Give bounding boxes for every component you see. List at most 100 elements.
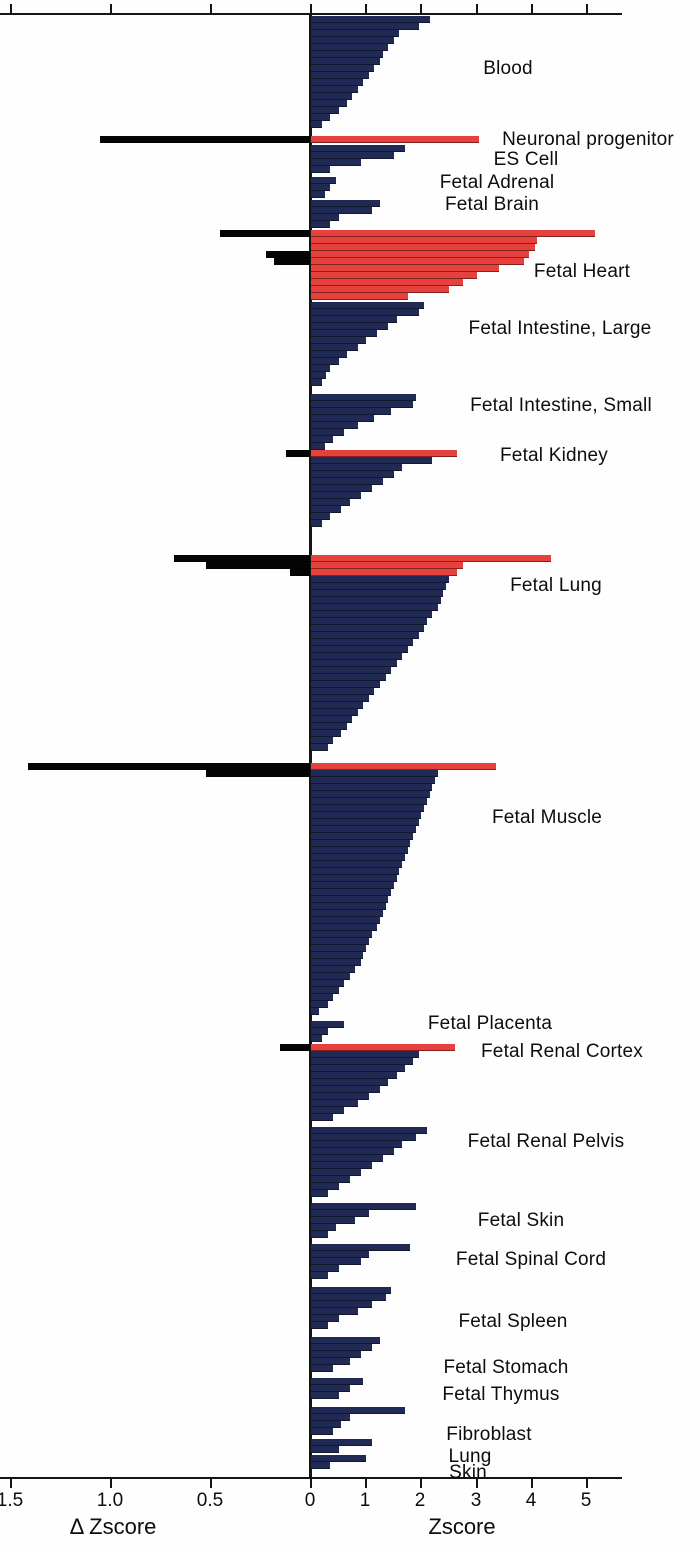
zscore-bar xyxy=(311,464,402,471)
delta-zscore-bar xyxy=(206,562,310,569)
zscore-bar xyxy=(311,924,377,931)
zscore-bar xyxy=(311,1217,355,1224)
zscore-bar xyxy=(311,847,408,854)
zscore-bar xyxy=(311,882,394,889)
group-label: Fetal Intestine, Large xyxy=(468,318,652,339)
zscore-bar xyxy=(311,1051,419,1058)
group-label: Fibroblast xyxy=(446,1424,532,1445)
zscore-bar xyxy=(311,1134,416,1141)
group-label: Lung xyxy=(448,1446,492,1467)
group-label: Fetal Intestine, Small xyxy=(470,395,652,416)
zscore-bar xyxy=(311,1190,328,1197)
zscore-bar xyxy=(311,30,399,37)
zscore-bar xyxy=(311,114,330,121)
zscore-bar-enriched xyxy=(311,279,463,286)
zscore-bar xyxy=(311,868,399,875)
zscore-bar xyxy=(311,889,391,896)
group-label: Fetal Renal Cortex xyxy=(480,1041,644,1062)
zscore-bar xyxy=(311,372,326,379)
zscore-bar xyxy=(311,854,405,861)
zscore-bar xyxy=(311,107,339,114)
zscore-bar xyxy=(311,681,380,688)
zscore-bar xyxy=(311,184,330,191)
group-label: Blood xyxy=(483,58,533,79)
zscore-bar xyxy=(311,1414,350,1421)
group-label: Fetal Spinal Cord xyxy=(455,1249,607,1270)
group-label: Fetal Renal Pelvis xyxy=(467,1131,625,1152)
zscore-bar xyxy=(311,896,388,903)
zscore-bar xyxy=(311,351,347,358)
group-label: Skin xyxy=(449,1462,487,1483)
axis-tick-label: 1.5 xyxy=(0,1490,24,1511)
zscore-bar xyxy=(311,1358,350,1365)
zscore-bar xyxy=(311,415,374,422)
zscore-bar xyxy=(311,72,369,79)
zscore-bar xyxy=(311,653,402,660)
zscore-bar xyxy=(311,840,410,847)
axis-tick xyxy=(310,1479,312,1488)
zscore-bar xyxy=(311,499,350,506)
axis-tick-label: 3 xyxy=(470,1490,482,1511)
zscore-bar xyxy=(311,695,369,702)
zscore-bar xyxy=(311,730,341,737)
zscore-axis-title: Zscore xyxy=(428,1514,496,1539)
zscore-bar xyxy=(311,16,430,23)
zscore-bar xyxy=(311,214,339,221)
axis-tick-label: 1 xyxy=(359,1490,371,1511)
zscore-bar xyxy=(311,121,322,128)
axis-tick xyxy=(586,1479,588,1488)
zscore-bar xyxy=(311,337,366,344)
axis-tick xyxy=(476,4,478,13)
zscore-bar xyxy=(311,1093,369,1100)
zscore-bar xyxy=(311,1203,416,1210)
zscore-bar xyxy=(311,429,344,436)
zscore-bar-enriched xyxy=(311,555,551,562)
zscore-bar-enriched xyxy=(311,1044,455,1051)
zscore-bar xyxy=(311,917,380,924)
zscore-bar xyxy=(311,952,363,959)
zscore-bar xyxy=(311,1107,344,1114)
axis-tick xyxy=(365,1479,367,1488)
zscore-bar xyxy=(311,408,391,415)
zscore-bar xyxy=(311,1258,361,1265)
zscore-bar xyxy=(311,152,394,159)
zscore-bar xyxy=(311,1231,328,1238)
zscore-bar-enriched xyxy=(311,265,499,272)
axis-tick xyxy=(365,4,367,13)
axis-tick xyxy=(420,1479,422,1488)
zscore-bar xyxy=(311,639,413,646)
zscore-bar xyxy=(311,457,432,464)
zscore-bar xyxy=(311,316,397,323)
group-label: ES Cell xyxy=(493,149,559,170)
zscore-bar xyxy=(311,478,383,485)
zscore-bar xyxy=(311,903,386,910)
axis-tick xyxy=(110,4,112,13)
zscore-bar xyxy=(311,833,413,840)
zscore-bar xyxy=(311,51,383,58)
group-label: Fetal Thymus xyxy=(442,1384,560,1405)
zscore-bar xyxy=(311,931,372,938)
zscore-bar-enriched xyxy=(311,569,457,576)
zscore-bar xyxy=(311,37,394,44)
zscore-bar xyxy=(311,1155,383,1162)
zscore-bar xyxy=(311,709,358,716)
zscore-bar xyxy=(311,1114,333,1121)
zscore-bar xyxy=(311,784,432,791)
zscore-bar-enriched xyxy=(311,258,524,265)
zscore-bar xyxy=(311,330,377,337)
zscore-bar xyxy=(311,1065,405,1072)
zscore-bar xyxy=(311,401,413,408)
axis-tick-label: 0 xyxy=(304,1490,316,1511)
zscore-bar xyxy=(311,1462,330,1469)
zscore-bar xyxy=(311,1272,328,1279)
zscore-bar xyxy=(311,583,446,590)
zscore-bar-enriched xyxy=(311,244,535,251)
zscore-bar xyxy=(311,309,419,316)
zscore-bar xyxy=(311,93,352,100)
zscore-bar xyxy=(311,323,388,330)
axis-tick-label: 4 xyxy=(525,1490,537,1511)
group-label: Fetal Skin xyxy=(477,1210,565,1231)
axis-tick xyxy=(420,4,422,13)
axis-tick xyxy=(531,4,533,13)
zscore-bar xyxy=(311,1100,358,1107)
